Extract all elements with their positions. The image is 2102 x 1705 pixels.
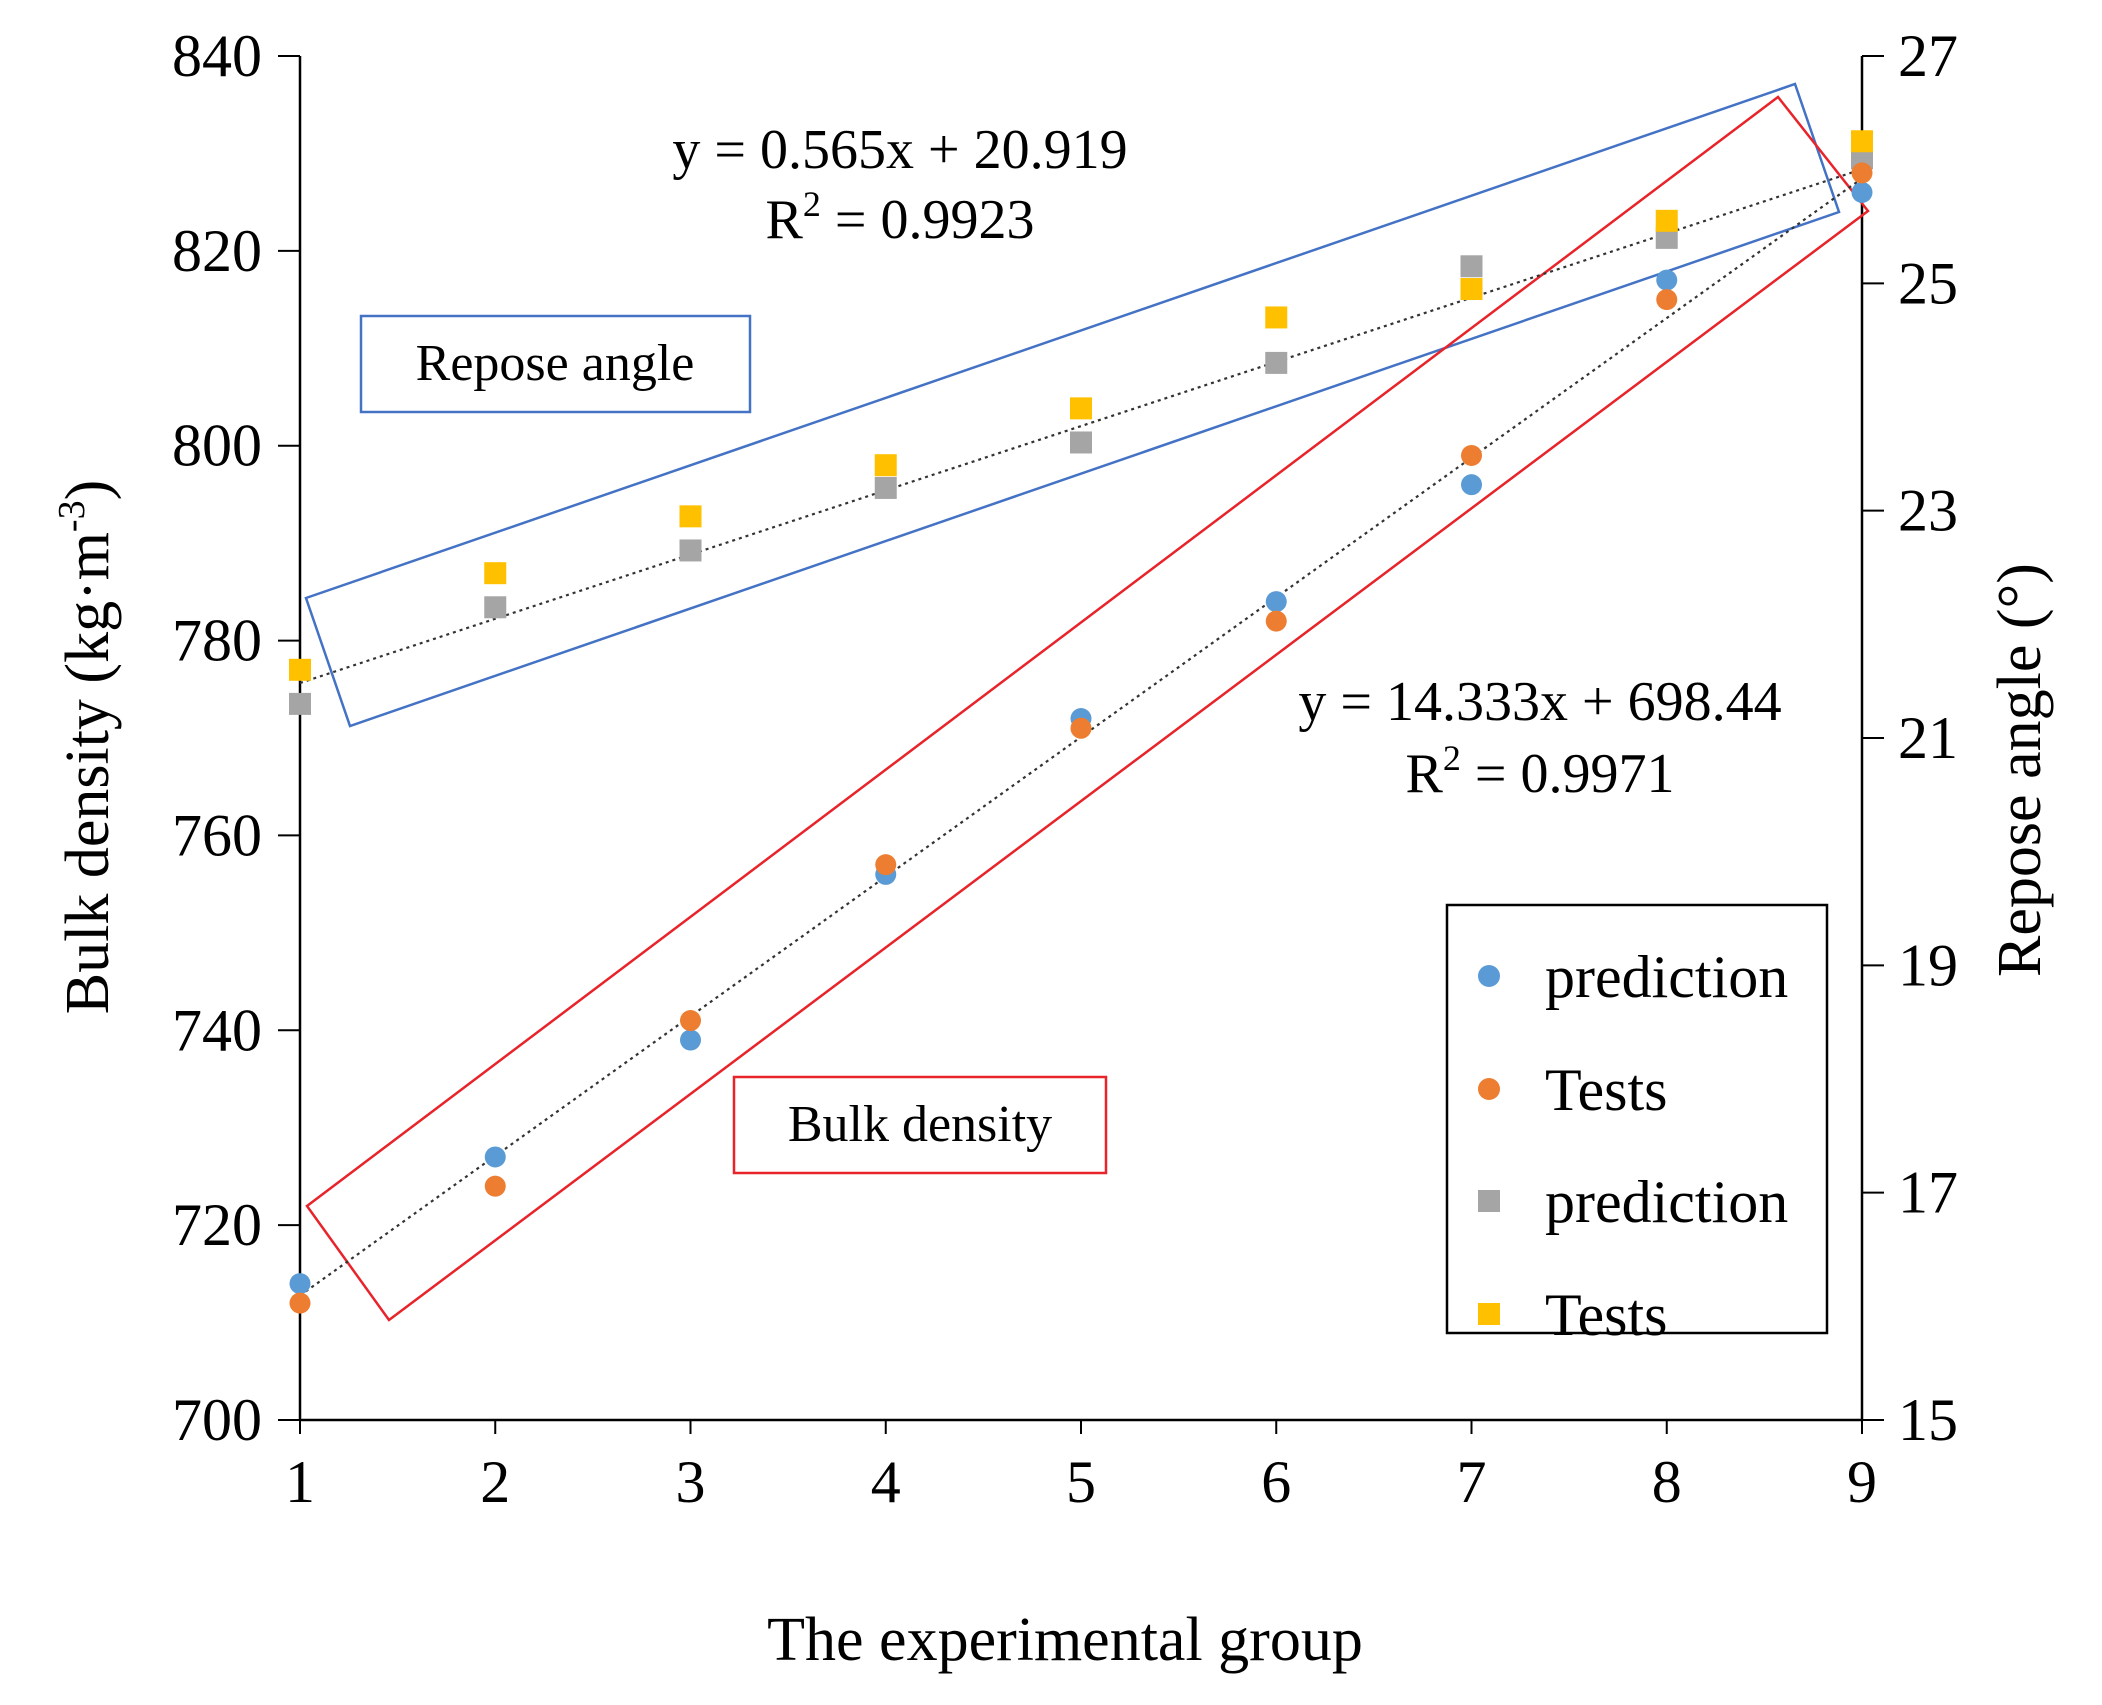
y-left-title-main: Bulk density (kg·m — [54, 532, 122, 1014]
point-bulk-tests — [680, 1010, 701, 1032]
point-bulk-prediction — [289, 1273, 311, 1295]
bulk-r2: R2 = 0.9971 — [1406, 738, 1675, 805]
bulk-density-label-box — [732, 1075, 1108, 1175]
x-axis-title: The experimental group — [767, 1606, 1363, 1674]
x-tick-label: 4 — [871, 1449, 901, 1515]
repose-angle-label-box — [359, 314, 752, 414]
point-repose-tests — [1851, 130, 1873, 153]
point-repose-prediction — [1460, 255, 1483, 278]
point-repose-prediction — [1070, 431, 1092, 454]
point-repose-prediction — [1265, 351, 1288, 374]
x-tick-label: 9 — [1847, 1449, 1877, 1515]
point-repose-prediction — [289, 692, 311, 715]
point-repose-tests — [1265, 306, 1288, 329]
point-repose-tests — [1070, 397, 1092, 420]
x-ticks: 1 2 3 4 5 6 7 8 9 — [285, 1420, 1877, 1515]
legend-label-prediction-2: prediction — [1545, 1169, 1788, 1235]
y-left-ticks: 700 720 740 760 780 800 820 840 — [172, 23, 300, 1453]
x-tick-label: 1 — [285, 1449, 315, 1515]
x-tick-label: 8 — [1652, 1449, 1682, 1515]
x-tick-label: 3 — [676, 1449, 706, 1515]
legend-label-prediction: prediction — [1545, 944, 1788, 1010]
legend-frame — [1445, 903, 1829, 1335]
point-repose-prediction — [679, 539, 702, 562]
point-bulk-prediction — [484, 1146, 506, 1168]
y-left-axis-title: Bulk density (kg·m-3) — [51, 480, 122, 1015]
point-bulk-prediction — [1851, 181, 1873, 203]
point-repose-tests — [289, 658, 311, 681]
y-right-tick-label: 15 — [1898, 1387, 1958, 1453]
point-repose-tests — [1460, 278, 1483, 301]
point-bulk-prediction — [680, 1029, 701, 1051]
legend-marker-prediction-circle — [1478, 965, 1500, 987]
point-bulk-tests — [1070, 717, 1092, 739]
point-bulk-tests — [1461, 444, 1482, 466]
point-bulk-tests — [875, 854, 897, 876]
y-right-tick-label: 21 — [1898, 705, 1958, 771]
x-tick-label: 2 — [480, 1449, 510, 1515]
repose-angle-label: Repose angle — [416, 335, 695, 392]
bulk-r2-value: = 0.9971 — [1461, 743, 1675, 805]
x-tick-label: 7 — [1457, 1449, 1487, 1515]
legend-label-tests: Tests — [1545, 1057, 1667, 1123]
point-bulk-prediction — [1265, 591, 1287, 613]
y-left-tick-label: 780 — [172, 608, 262, 674]
repose-r2-value: = 0.9923 — [821, 189, 1035, 251]
point-repose-tests — [484, 562, 507, 585]
bulk-r2-prefix: R — [1406, 743, 1444, 805]
y-right-axis-title: Repose angle (°) — [1986, 563, 2054, 977]
point-repose-tests — [874, 454, 897, 477]
y-right-ticks: 15 17 19 21 23 25 27 — [1862, 23, 1958, 1453]
point-bulk-tests — [1851, 162, 1873, 184]
x-tick-label: 6 — [1261, 1449, 1291, 1515]
y-right-tick-label: 19 — [1898, 932, 1958, 998]
repose-r2-prefix: R — [766, 189, 804, 251]
y-left-tick-label: 840 — [172, 23, 262, 89]
point-repose-prediction — [874, 476, 897, 499]
y-right-tick-label: 23 — [1898, 478, 1958, 544]
bulk-r2-sup: 2 — [1443, 738, 1461, 778]
y-left-tick-label: 700 — [172, 1387, 262, 1453]
repose-r2-sup: 2 — [803, 184, 821, 224]
y-right-tick-label: 17 — [1898, 1160, 1958, 1226]
repose-equation: y = 0.565x + 20.919 — [672, 119, 1127, 181]
repose-r2: R2 = 0.9923 — [766, 184, 1035, 251]
bulk-equation: y = 14.333x + 698.44 — [1298, 671, 1781, 733]
y-right-tick-label: 27 — [1898, 23, 1958, 89]
legend-label-tests-2: Tests — [1545, 1282, 1667, 1348]
y-left-tick-label: 720 — [172, 1192, 262, 1258]
legend-marker-prediction-square — [1478, 1190, 1500, 1212]
point-repose-tests — [1655, 209, 1678, 232]
legend: prediction Tests prediction Tests — [1445, 903, 1829, 1348]
y-left-tick-label: 760 — [172, 802, 262, 868]
y-left-tick-label: 820 — [172, 218, 262, 284]
data-points — [289, 130, 1873, 1314]
point-bulk-prediction — [1656, 269, 1678, 291]
point-repose-tests — [679, 505, 702, 528]
point-repose-prediction — [484, 596, 507, 619]
bulk-density-label: Bulk density — [788, 1096, 1052, 1153]
point-repose-prediction — [1655, 226, 1678, 249]
y-left-title-close: ) — [54, 480, 122, 501]
point-bulk-tests — [1656, 289, 1678, 311]
x-tick-label: 5 — [1066, 1449, 1096, 1515]
y-right-tick-label: 25 — [1898, 250, 1958, 316]
y-left-title-sup: -3 — [51, 500, 93, 532]
point-bulk-tests — [484, 1175, 506, 1197]
legend-marker-tests-square — [1478, 1303, 1500, 1325]
point-repose-prediction — [1851, 147, 1873, 170]
y-left-tick-label: 740 — [172, 997, 262, 1063]
repose-angle-trendline — [299, 168, 1863, 685]
bulk-density-highlight-box — [305, 95, 1870, 1322]
point-bulk-tests — [1265, 610, 1287, 632]
legend-marker-tests-circle — [1478, 1078, 1500, 1100]
y-left-tick-label: 800 — [172, 413, 262, 479]
point-bulk-tests — [289, 1292, 311, 1314]
point-bulk-prediction — [1461, 474, 1482, 496]
repose-angle-highlight-box — [304, 82, 1841, 728]
